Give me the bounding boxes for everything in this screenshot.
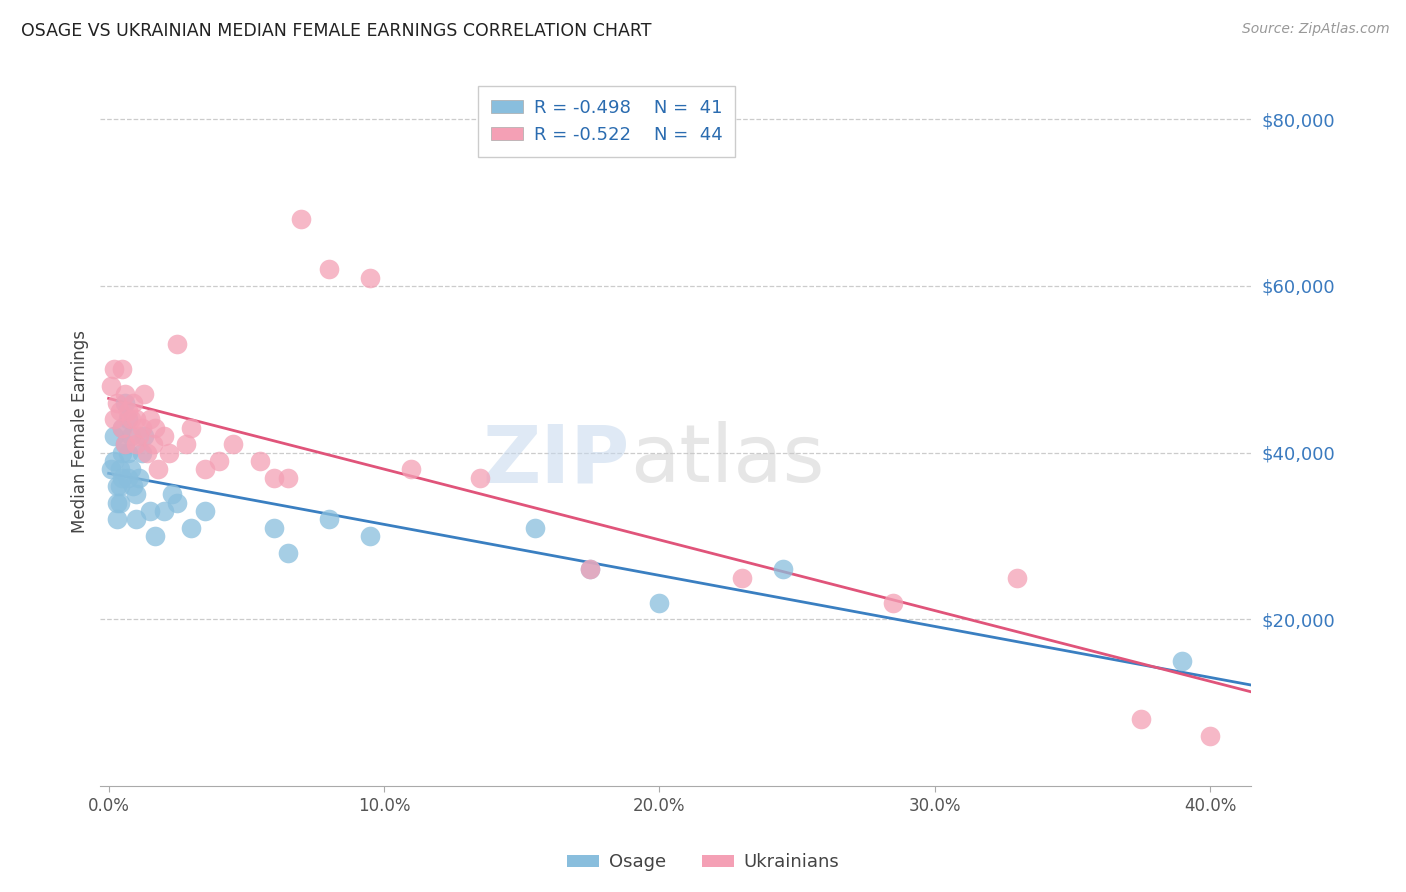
Point xyxy=(111,445,134,459)
Point xyxy=(103,429,125,443)
Point xyxy=(1007,571,1029,585)
Point xyxy=(108,462,131,476)
Point xyxy=(117,470,139,484)
Point xyxy=(166,496,188,510)
Point xyxy=(277,546,299,560)
Point xyxy=(145,420,167,434)
Point xyxy=(128,429,150,443)
Point xyxy=(117,404,139,418)
Point xyxy=(125,487,148,501)
Point xyxy=(120,429,142,443)
Point xyxy=(120,412,142,426)
Point xyxy=(105,496,128,510)
Point xyxy=(579,562,602,576)
Point xyxy=(117,412,139,426)
Point xyxy=(290,212,312,227)
Point xyxy=(174,437,197,451)
Point xyxy=(100,462,122,476)
Point xyxy=(108,404,131,418)
Point xyxy=(249,454,271,468)
Point xyxy=(180,420,202,434)
Point xyxy=(579,562,602,576)
Point xyxy=(359,529,381,543)
Point xyxy=(648,596,671,610)
Point xyxy=(139,412,162,426)
Point xyxy=(1199,729,1222,743)
Point xyxy=(111,470,134,484)
Point xyxy=(139,504,162,518)
Point xyxy=(111,420,134,434)
Point xyxy=(134,387,156,401)
Point xyxy=(117,445,139,459)
Point xyxy=(125,512,148,526)
Point xyxy=(103,412,125,426)
Point xyxy=(731,571,754,585)
Point xyxy=(145,529,167,543)
Point xyxy=(105,395,128,409)
Point xyxy=(263,470,285,484)
Text: Source: ZipAtlas.com: Source: ZipAtlas.com xyxy=(1241,22,1389,37)
Point xyxy=(105,512,128,526)
Point xyxy=(524,521,547,535)
Point xyxy=(208,454,231,468)
Point xyxy=(103,454,125,468)
Text: ZIP: ZIP xyxy=(482,421,630,500)
Point xyxy=(108,496,131,510)
Point xyxy=(157,445,180,459)
Point xyxy=(114,437,136,451)
Point xyxy=(131,445,153,459)
Text: atlas: atlas xyxy=(630,421,824,500)
Point xyxy=(221,437,243,451)
Point xyxy=(152,504,174,518)
Point xyxy=(882,596,904,610)
Point xyxy=(125,412,148,426)
Point xyxy=(108,479,131,493)
Point xyxy=(128,470,150,484)
Point xyxy=(152,429,174,443)
Point xyxy=(194,504,217,518)
Point xyxy=(142,437,165,451)
Point xyxy=(114,395,136,409)
Point xyxy=(111,362,134,376)
Y-axis label: Median Female Earnings: Median Female Earnings xyxy=(72,330,89,533)
Point xyxy=(125,437,148,451)
Point xyxy=(122,395,145,409)
Point xyxy=(103,362,125,376)
Point xyxy=(277,470,299,484)
Point xyxy=(136,445,159,459)
Point xyxy=(111,420,134,434)
Point xyxy=(1171,654,1194,668)
Point xyxy=(194,462,217,476)
Point xyxy=(180,521,202,535)
Point xyxy=(318,262,340,277)
Legend: Osage, Ukrainians: Osage, Ukrainians xyxy=(560,847,846,879)
Point xyxy=(166,337,188,351)
Point xyxy=(105,479,128,493)
Point xyxy=(401,462,423,476)
Point xyxy=(114,437,136,451)
Point xyxy=(470,470,492,484)
Point xyxy=(100,379,122,393)
Point xyxy=(318,512,340,526)
Point xyxy=(263,521,285,535)
Point xyxy=(120,462,142,476)
Point xyxy=(772,562,794,576)
Point xyxy=(146,462,169,476)
Point xyxy=(160,487,183,501)
Text: OSAGE VS UKRAINIAN MEDIAN FEMALE EARNINGS CORRELATION CHART: OSAGE VS UKRAINIAN MEDIAN FEMALE EARNING… xyxy=(21,22,651,40)
Point xyxy=(131,420,153,434)
Point xyxy=(134,429,156,443)
Point xyxy=(122,479,145,493)
Point xyxy=(114,387,136,401)
Point xyxy=(1130,713,1153,727)
Legend: R = -0.498    N =  41, R = -0.522    N =  44: R = -0.498 N = 41, R = -0.522 N = 44 xyxy=(478,87,735,157)
Point xyxy=(359,270,381,285)
